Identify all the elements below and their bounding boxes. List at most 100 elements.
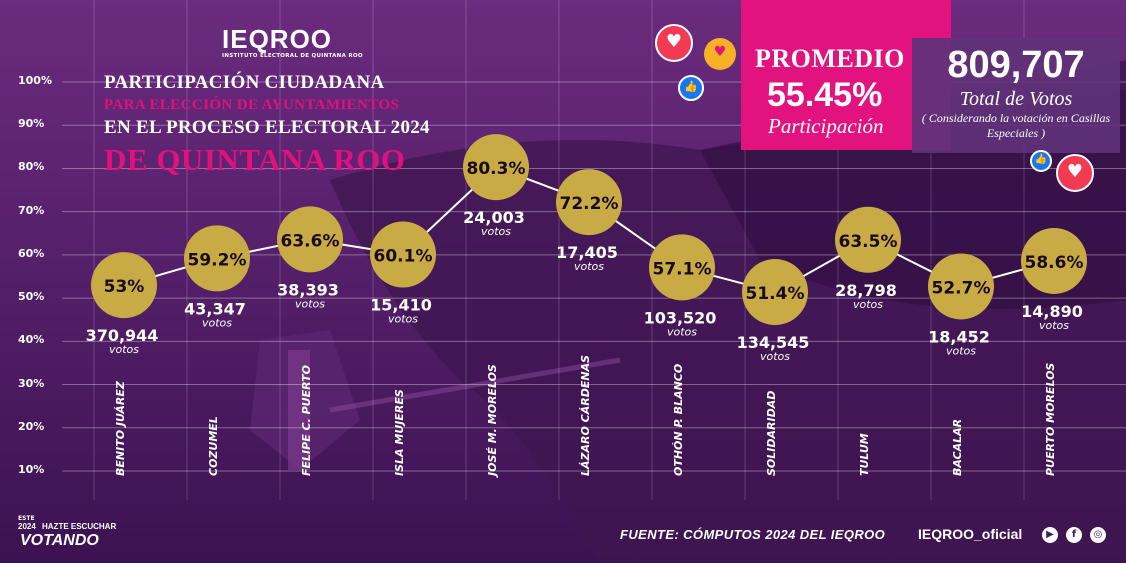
votes-unit-label: votos xyxy=(202,316,232,329)
like-reaction-icon: 👍 xyxy=(678,75,704,101)
data-value-label: 51.4% xyxy=(746,284,805,304)
campaign-top: ESTE xyxy=(18,515,35,522)
social-handle: IEQROO_oficial xyxy=(918,526,1023,542)
votes-unit-label: votos xyxy=(1039,319,1069,332)
instagram-icon[interactable]: ◎ xyxy=(1090,527,1106,543)
data-bubble xyxy=(370,221,436,288)
campaign-word: VOTANDO xyxy=(20,532,99,549)
data-bubble xyxy=(463,134,529,201)
care-reaction-icon: ♥ xyxy=(704,38,736,70)
votes-count-label: 17,405 xyxy=(556,243,618,262)
y-tick-label: 30% xyxy=(18,376,45,390)
data-bubble xyxy=(184,225,250,292)
total-votes-value: 809,707 xyxy=(947,44,1085,86)
votes-unit-label: votos xyxy=(481,225,511,238)
data-bubble xyxy=(277,206,343,273)
y-tick-label: 80% xyxy=(18,160,45,174)
category-label: BACALAR xyxy=(951,419,964,476)
y-tick-label: 50% xyxy=(18,290,45,304)
category-label: JOSÉ M. MORELOS xyxy=(486,364,499,478)
data-bubble xyxy=(556,169,622,236)
y-tick-label: 90% xyxy=(18,117,45,131)
category-label: PUERTO MORELOS xyxy=(1044,363,1057,476)
votes-count-label: 14,890 xyxy=(1021,302,1083,321)
total-votes-note: ( Considerando la votación en Casillas E… xyxy=(921,111,1111,140)
data-value-label: 57.1% xyxy=(653,259,712,279)
title-line-1: PARTICIPACIÓN CIUDADANA xyxy=(104,72,385,93)
data-value-label: 59.2% xyxy=(188,250,247,270)
data-value-label: 80.3% xyxy=(467,159,526,179)
data-bubble xyxy=(1021,227,1087,294)
votes-count-label: 38,393 xyxy=(277,280,339,299)
votes-count-label: 103,520 xyxy=(644,308,717,327)
title-line-4: DE QUINTANA ROO xyxy=(104,142,406,177)
data-bubble xyxy=(928,253,994,320)
y-tick-label: 20% xyxy=(18,419,45,433)
logo-subtitle: INSTITUTO ELECTORAL DE QUINTANA ROO xyxy=(222,53,363,59)
y-tick-label: 40% xyxy=(18,333,45,347)
facebook-icon[interactable]: f xyxy=(1066,527,1082,543)
y-tick-label: 60% xyxy=(18,246,45,260)
heart-reaction-icon: ♥ xyxy=(1056,154,1094,192)
promedio-caption: Participación xyxy=(768,114,884,138)
source-note: FUENTE: CÓMPUTOS 2024 DEL IEQROO xyxy=(620,527,886,542)
data-value-label: 53% xyxy=(104,277,145,297)
category-label: SOLIDARIDAD xyxy=(765,391,778,476)
votes-unit-label: votos xyxy=(667,325,697,338)
votes-count-label: 18,452 xyxy=(928,327,990,346)
promedio-label: PROMEDIO xyxy=(755,44,905,73)
votes-unit-label: votos xyxy=(946,344,976,357)
category-label: TULUM xyxy=(858,433,871,476)
votes-count-label: 15,410 xyxy=(370,295,432,314)
data-value-label: 63.5% xyxy=(839,232,898,252)
category-label: ISLA MUJERES xyxy=(393,389,406,476)
data-value-label: 52.7% xyxy=(932,278,991,298)
data-bubble xyxy=(649,234,715,301)
votes-unit-label: votos xyxy=(295,297,325,310)
total-votes-panel: 809,707 Total de Votos ( Considerando la… xyxy=(912,38,1120,153)
data-bubble xyxy=(91,252,157,319)
campaign-slogan: HAZTE ESCUCHAR xyxy=(42,522,117,531)
category-label: FELIPE C. PUERTO xyxy=(300,365,313,476)
data-value-label: 60.1% xyxy=(374,246,433,266)
votes-count-label: 43,347 xyxy=(184,299,246,318)
campaign-year: 2024 xyxy=(18,522,36,531)
data-value-label: 58.6% xyxy=(1025,253,1084,273)
data-bubble xyxy=(835,206,901,273)
category-label: COZUMEL xyxy=(207,416,220,476)
y-tick-label: 70% xyxy=(18,203,45,217)
data-value-label: 63.6% xyxy=(281,231,340,251)
votes-unit-label: votos xyxy=(388,312,418,325)
votes-count-label: 24,003 xyxy=(463,208,525,227)
votes-count-label: 28,798 xyxy=(835,281,897,300)
category-label: OTHÓN P. BLANCO xyxy=(672,364,685,476)
data-bubble xyxy=(742,259,808,326)
ieqroo-logo: IEQROO xyxy=(222,24,333,54)
data-value-label: 72.2% xyxy=(560,194,619,214)
title-line-3: EN EL PROCESO ELECTORAL 2024 xyxy=(104,117,430,138)
like-reaction-icon: 👍 xyxy=(1030,150,1052,172)
category-label: LÁZARO CÁRDENAS xyxy=(579,355,592,476)
votes-unit-label: votos xyxy=(109,343,139,356)
heart-reaction-icon: ♥ xyxy=(655,24,693,62)
votes-unit-label: votos xyxy=(574,260,604,273)
category-label: BENITO JUÁREZ xyxy=(114,380,127,476)
y-tick-label: 100% xyxy=(18,74,52,87)
votes-count-label: 134,545 xyxy=(737,333,810,352)
youtube-icon[interactable]: ▶ xyxy=(1042,527,1058,543)
y-tick-label: 10% xyxy=(18,463,45,476)
votes-unit-label: votos xyxy=(853,298,883,311)
votes-count-label: 370,944 xyxy=(86,326,159,345)
